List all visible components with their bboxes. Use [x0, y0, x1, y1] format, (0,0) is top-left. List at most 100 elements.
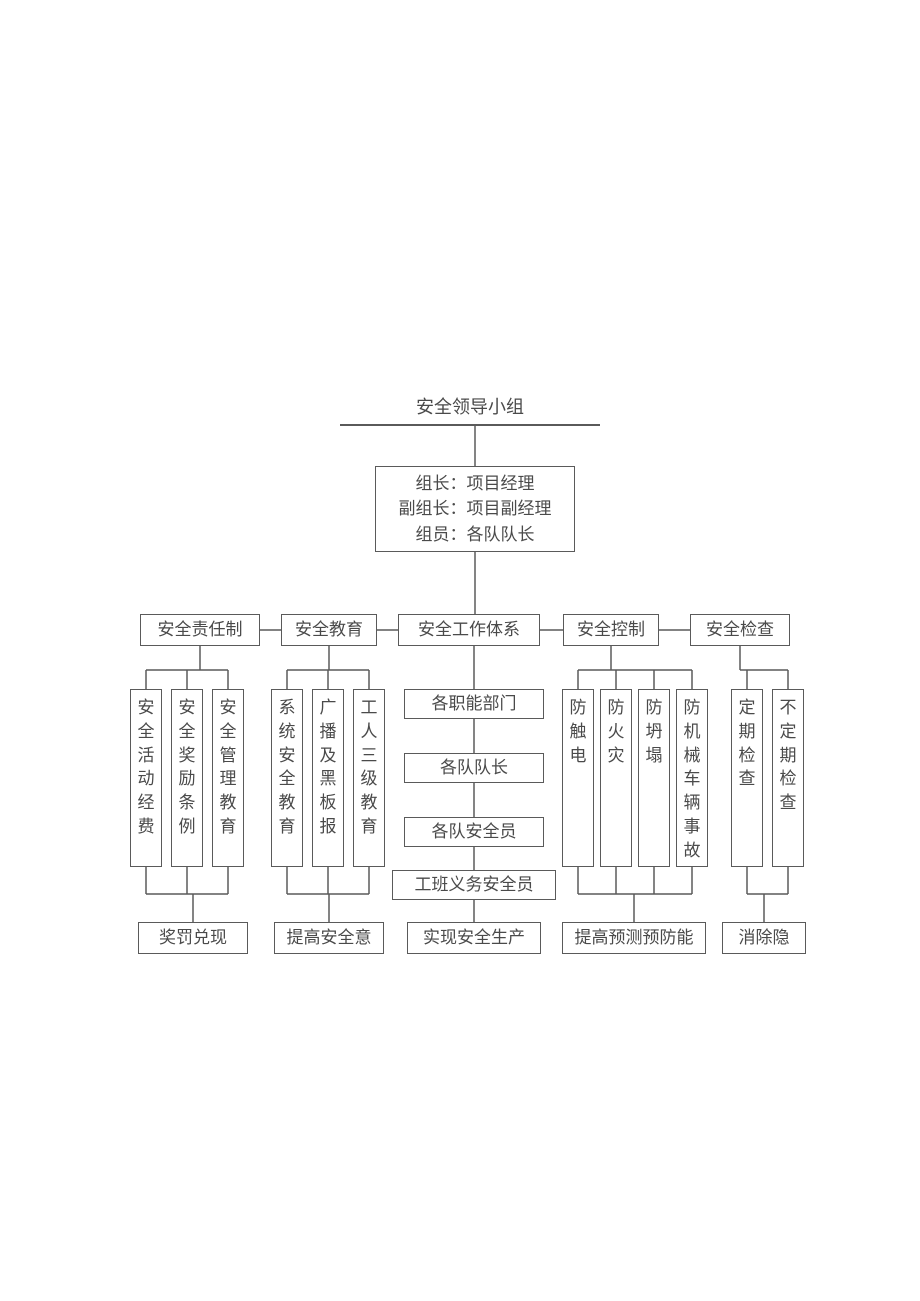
node-b4-3-char: 械 — [679, 744, 705, 768]
connector-lines — [0, 0, 920, 1301]
node-b4-3-char: 辆 — [679, 791, 705, 815]
node-b2-1-char: 及 — [315, 744, 341, 768]
node-r2-1: 安全教育 — [281, 614, 377, 646]
node-b2-0-char: 教 — [274, 791, 300, 815]
node-b1-0: 安全活动经费 — [130, 689, 162, 867]
node-b1-0-char: 全 — [133, 720, 159, 744]
diagram-stage: 安全领导小组 组长：项目经理 副组长：项目副经理 组员：各队队长 安全责任制 安… — [0, 0, 920, 1301]
node-header-title: 安全领导小组 — [370, 393, 570, 421]
r2-1-text: 安全教育 — [295, 617, 363, 643]
node-b2-1-char: 广 — [315, 696, 341, 720]
bottom-2-text: 实现安全生产 — [423, 925, 525, 951]
node-b1-2-char: 育 — [215, 815, 241, 839]
node-b2-2-char: 工 — [356, 696, 382, 720]
r2-2-text: 安全工作体系 — [418, 617, 520, 643]
node-b5-0: 定期检查 — [731, 689, 763, 867]
node-b5-0-char: 期 — [734, 720, 760, 744]
node-b4-2-char: 塌 — [641, 744, 667, 768]
node-b1-1-char: 例 — [174, 815, 200, 839]
node-b2-0: 系统安全教育 — [271, 689, 303, 867]
node-bottom-1: 提高安全意 — [274, 922, 384, 954]
members-line-2: 组员：各队队长 — [416, 522, 535, 548]
node-b4-2: 防坍塌 — [638, 689, 670, 867]
node-b1-1-char: 奖 — [174, 744, 200, 768]
node-b4-1-char: 灾 — [603, 744, 629, 768]
node-b2-2-char: 育 — [356, 815, 382, 839]
node-b3-2: 各队安全员 — [404, 817, 544, 847]
node-b5-0-char: 检 — [734, 744, 760, 768]
node-r2-2: 安全工作体系 — [398, 614, 540, 646]
header-title-text: 安全领导小组 — [416, 394, 524, 421]
node-b2-1-char: 播 — [315, 720, 341, 744]
node-b4-3: 防机械车辆事故 — [676, 689, 708, 867]
node-b2-0-char: 安 — [274, 744, 300, 768]
node-b3-0: 各职能部门 — [404, 689, 544, 719]
node-b2-0-char: 全 — [274, 767, 300, 791]
node-b5-1-char: 定 — [775, 720, 801, 744]
node-b2-0-char: 系 — [274, 696, 300, 720]
node-b1-0-char: 费 — [133, 815, 159, 839]
node-r2-0: 安全责任制 — [140, 614, 260, 646]
node-b4-0: 防触电 — [562, 689, 594, 867]
r2-3-text: 安全控制 — [577, 617, 645, 643]
node-b2-1-char: 黑 — [315, 767, 341, 791]
node-members: 组长：项目经理 副组长：项目副经理 组员：各队队长 — [375, 466, 575, 552]
node-b1-0-char: 活 — [133, 744, 159, 768]
bottom-4-text: 消除隐 — [739, 925, 790, 951]
node-b1-0-char: 经 — [133, 791, 159, 815]
r2-4-text: 安全检查 — [706, 617, 774, 643]
node-b4-0-char: 触 — [565, 720, 591, 744]
node-b5-1-char: 检 — [775, 767, 801, 791]
node-b2-0-char: 统 — [274, 720, 300, 744]
b3-0-text: 各职能部门 — [432, 691, 517, 717]
node-b1-2-char: 全 — [215, 720, 241, 744]
node-b5-1-char: 期 — [775, 744, 801, 768]
node-b4-1-char: 火 — [603, 720, 629, 744]
node-b2-2-char: 教 — [356, 791, 382, 815]
bottom-3-text: 提高预测预防能 — [575, 925, 694, 951]
node-b4-3-char: 车 — [679, 767, 705, 791]
node-b5-1-char: 不 — [775, 696, 801, 720]
node-b5-1: 不定期检查 — [772, 689, 804, 867]
node-bottom-4: 消除隐 — [722, 922, 806, 954]
node-r2-4: 安全检查 — [690, 614, 790, 646]
node-b5-0-char: 定 — [734, 696, 760, 720]
bottom-0-text: 奖罚兑现 — [159, 925, 227, 951]
node-b4-3-char: 事 — [679, 815, 705, 839]
node-b2-2-char: 人 — [356, 720, 382, 744]
node-b4-2-char: 防 — [641, 696, 667, 720]
node-b2-1-char: 板 — [315, 791, 341, 815]
node-b4-0-char: 防 — [565, 696, 591, 720]
node-b5-1-char: 查 — [775, 791, 801, 815]
node-b2-2-char: 级 — [356, 767, 382, 791]
node-b4-3-char: 机 — [679, 720, 705, 744]
node-b4-3-char: 故 — [679, 839, 705, 863]
node-b1-1-char: 安 — [174, 696, 200, 720]
node-bottom-0: 奖罚兑现 — [138, 922, 248, 954]
members-line-1: 副组长：项目副经理 — [399, 496, 552, 522]
node-b2-0-char: 育 — [274, 815, 300, 839]
node-b4-2-char: 坍 — [641, 720, 667, 744]
node-b4-1-char: 防 — [603, 696, 629, 720]
node-b3-3: 工班义务安全员 — [392, 870, 556, 900]
node-b2-2: 工人三级教育 — [353, 689, 385, 867]
r2-0-text: 安全责任制 — [158, 617, 243, 643]
node-b1-2-char: 安 — [215, 696, 241, 720]
node-b5-0-char: 查 — [734, 767, 760, 791]
node-b2-2-char: 三 — [356, 744, 382, 768]
node-b1-0-char: 安 — [133, 696, 159, 720]
node-b2-1: 广播及黑板报 — [312, 689, 344, 867]
node-b2-1-char: 报 — [315, 815, 341, 839]
node-b4-3-char: 防 — [679, 696, 705, 720]
node-b1-1: 安全奖励条例 — [171, 689, 203, 867]
node-b1-0-char: 动 — [133, 767, 159, 791]
node-b1-1-char: 励 — [174, 767, 200, 791]
header-underline — [340, 424, 600, 426]
node-b4-0-char: 电 — [565, 744, 591, 768]
node-b3-1: 各队队长 — [404, 753, 544, 783]
node-b1-2: 安全管理教育 — [212, 689, 244, 867]
node-b1-2-char: 理 — [215, 767, 241, 791]
node-b1-2-char: 教 — [215, 791, 241, 815]
node-bottom-3: 提高预测预防能 — [562, 922, 706, 954]
b3-2-text: 各队安全员 — [432, 819, 517, 845]
